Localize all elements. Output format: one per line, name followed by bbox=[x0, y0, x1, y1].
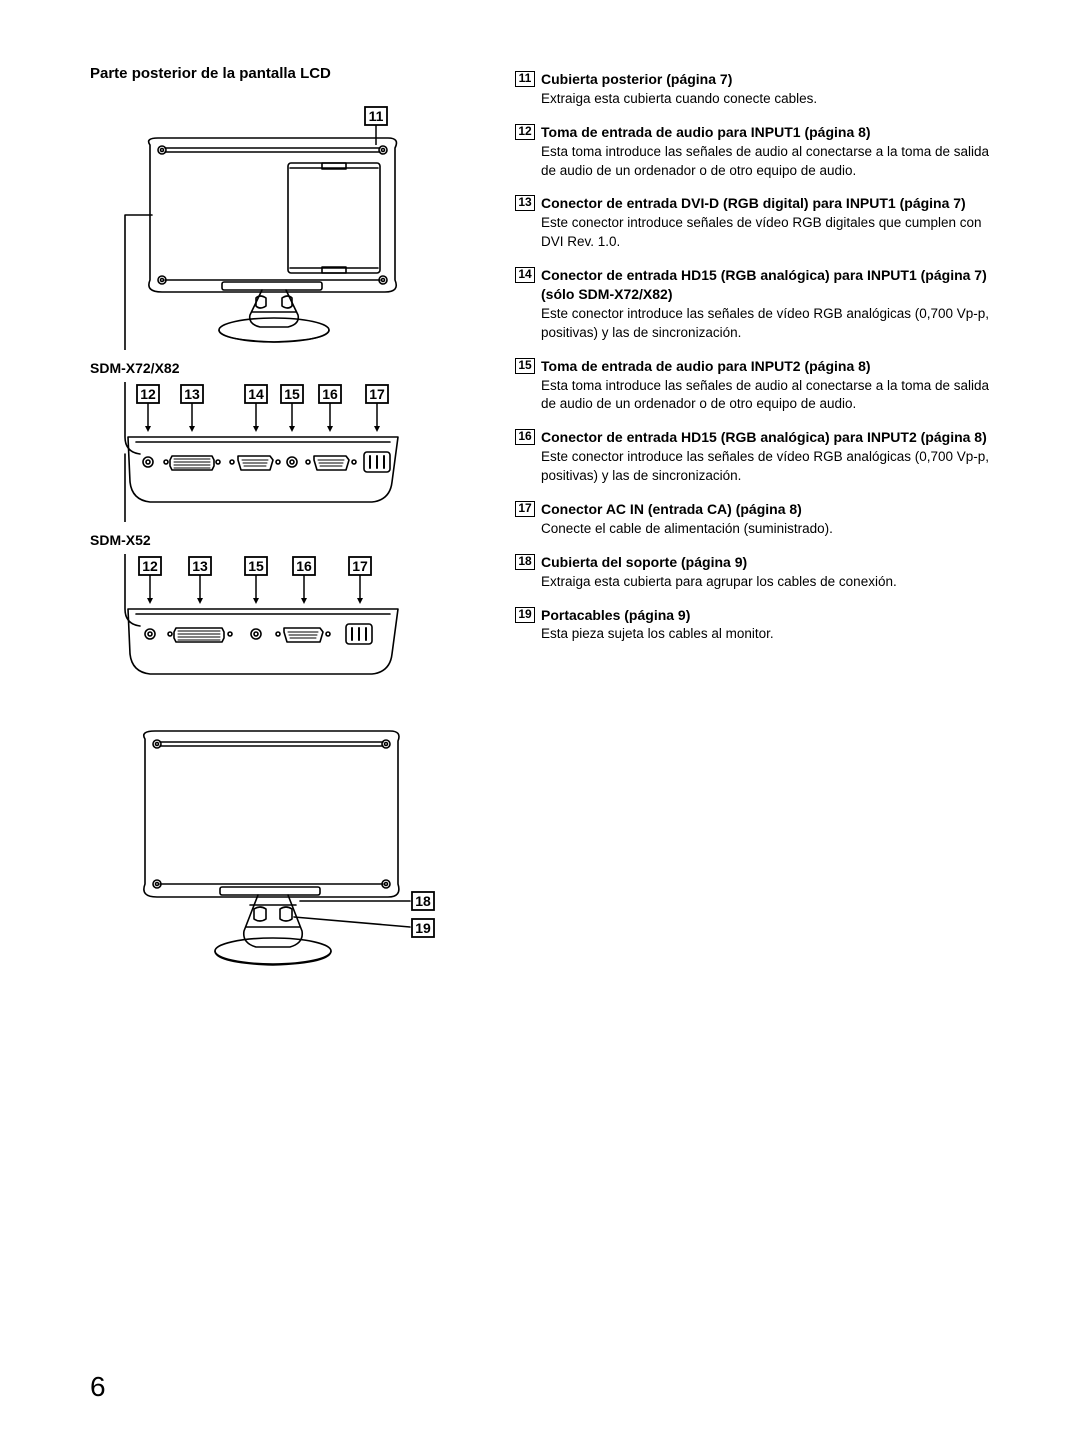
diagram-connector-panel-1: 12 13 14 15 16 17 bbox=[90, 382, 475, 522]
svg-text:17: 17 bbox=[352, 558, 368, 574]
item-title: Cubierta del soporte (página 9) bbox=[541, 553, 995, 572]
svg-text:11: 11 bbox=[369, 108, 384, 124]
item-description: Esta toma introduce las señales de audio… bbox=[541, 143, 995, 181]
model-label-1: SDM-X72/X82 bbox=[90, 360, 475, 376]
svg-text:15: 15 bbox=[248, 558, 264, 574]
item-title: Toma de entrada de audio para INPUT2 (pá… bbox=[541, 357, 995, 376]
svg-text:13: 13 bbox=[192, 558, 208, 574]
item-description: Este conector introduce las señales de v… bbox=[541, 448, 995, 486]
item-title: Conector AC IN (entrada CA) (página 8) bbox=[541, 500, 995, 519]
diagram-monitor-back-top: 11 bbox=[90, 100, 475, 350]
item-title: Conector de entrada HD15 (RGB analógica)… bbox=[541, 428, 995, 447]
svg-text:15: 15 bbox=[284, 386, 300, 402]
item-18: 18 Cubierta del soporte (página 9)Extraig… bbox=[515, 553, 995, 592]
item-title: Cubierta posterior (página 7) bbox=[541, 70, 995, 89]
svg-text:14: 14 bbox=[248, 386, 264, 402]
item-13: 13 Conector de entrada DVI-D (RGB digital… bbox=[515, 194, 995, 252]
diagram-connector-panel-2: 12 13 15 16 17 bbox=[90, 554, 475, 699]
svg-text:12: 12 bbox=[142, 558, 158, 574]
item-description: Este conector introduce señales de vídeo… bbox=[541, 214, 995, 252]
right-column: 11Cubierta posterior (página 7)Extraiga … bbox=[515, 65, 995, 989]
svg-text:19: 19 bbox=[415, 920, 431, 936]
item-number-box: 16 bbox=[515, 429, 535, 445]
item-number-box: 12 bbox=[515, 124, 535, 140]
item-title: Portacables (página 9) bbox=[541, 606, 995, 625]
item-number-box: 17 bbox=[515, 501, 535, 517]
item-title: Conector de entrada DVI-D (RGB digital) … bbox=[541, 194, 995, 213]
item-number-box: 15 bbox=[515, 358, 535, 374]
item-title: Toma de entrada de audio para INPUT1 (pá… bbox=[541, 123, 995, 142]
item-number-box: 19 bbox=[515, 607, 535, 623]
item-description: Este conector introduce las señales de v… bbox=[541, 305, 995, 343]
svg-text:16: 16 bbox=[296, 558, 312, 574]
item-15: 15 Toma de entrada de audio para INPUT2 (… bbox=[515, 357, 995, 415]
model-label-2: SDM-X52 bbox=[90, 532, 475, 548]
item-title: Conector de entrada HD15 (RGB analógica)… bbox=[541, 266, 995, 304]
item-17: 17 Conector AC IN (entrada CA) (página 8)… bbox=[515, 500, 995, 539]
item-12: 12 Toma de entrada de audio para INPUT1 (… bbox=[515, 123, 995, 181]
item-14: 14 Conector de entrada HD15 (RGB analógic… bbox=[515, 266, 995, 343]
item-description: Esta pieza sujeta los cables al monitor. bbox=[541, 625, 995, 644]
svg-text:18: 18 bbox=[415, 893, 431, 909]
item-description: Esta toma introduce las señales de audio… bbox=[541, 377, 995, 415]
item-16: 16 Conector de entrada HD15 (RGB analógic… bbox=[515, 428, 995, 486]
item-11: 11 Cubierta posterior (página 7)Extraiga … bbox=[515, 70, 995, 109]
left-column: Parte posterior de la pantalla LCD 11 bbox=[90, 65, 475, 989]
item-19: 19 Portacables (página 9)Esta pieza sujet… bbox=[515, 606, 995, 645]
item-description: Conecte el cable de alimentación (sumini… bbox=[541, 520, 995, 539]
svg-text:13: 13 bbox=[184, 386, 200, 402]
svg-text:16: 16 bbox=[322, 386, 338, 402]
item-number-box: 11 bbox=[515, 71, 535, 87]
item-number-box: 14 bbox=[515, 267, 535, 283]
item-number-box: 18 bbox=[515, 554, 535, 570]
svg-text:12: 12 bbox=[140, 386, 156, 402]
section-title: Parte posterior de la pantalla LCD bbox=[90, 65, 475, 82]
page-number: 6 bbox=[90, 1371, 106, 1403]
svg-text:17: 17 bbox=[369, 386, 385, 402]
item-description: Extraiga esta cubierta para agrupar los … bbox=[541, 573, 995, 592]
item-number-box: 13 bbox=[515, 195, 535, 211]
item-description: Extraiga esta cubierta cuando conecte ca… bbox=[541, 90, 995, 109]
diagram-monitor-back-bottom: 18 19 bbox=[90, 709, 475, 979]
